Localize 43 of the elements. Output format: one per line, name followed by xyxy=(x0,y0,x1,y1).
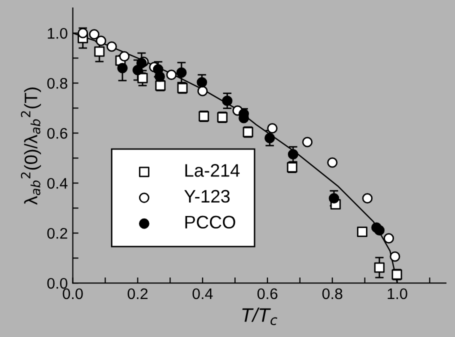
y-tick-label: 0.0 xyxy=(47,278,68,289)
point xyxy=(166,70,177,80)
y-axis-title: λ$_{ab}$$^{2}$(0)/λ$_{ab}$$^{2}$(T) xyxy=(20,88,41,205)
point xyxy=(267,123,278,134)
point xyxy=(362,193,373,204)
point xyxy=(374,225,385,236)
y-tick-label: 0.2 xyxy=(47,228,68,239)
y-tick-label: 0.4 xyxy=(47,178,68,189)
point xyxy=(89,29,100,40)
point xyxy=(327,157,338,168)
x-tick-label: 1.0 xyxy=(388,288,408,300)
point xyxy=(106,41,117,52)
y-tick-label: 1.0 xyxy=(48,28,68,39)
point xyxy=(96,36,106,46)
point xyxy=(374,262,385,273)
point xyxy=(154,71,165,82)
point xyxy=(137,72,148,84)
point xyxy=(196,77,208,88)
point xyxy=(264,132,275,144)
legend-label: PCCO xyxy=(185,216,236,229)
point xyxy=(390,251,400,262)
point xyxy=(384,233,394,244)
x-axis-title: T/T$_{c}$ xyxy=(242,308,278,326)
point xyxy=(328,193,340,204)
x-tick-label: 0.0 xyxy=(62,288,83,300)
point xyxy=(94,46,105,57)
point xyxy=(78,28,88,38)
y-tick-label: 0.6 xyxy=(47,128,68,139)
y-tick-label: 0.8 xyxy=(47,78,68,89)
point xyxy=(302,136,313,148)
point xyxy=(176,67,187,78)
point xyxy=(119,51,130,62)
point xyxy=(117,62,128,74)
x-tick-label: 0.4 xyxy=(192,288,213,300)
point xyxy=(288,149,298,160)
point xyxy=(357,226,368,238)
x-tick-label: 0.2 xyxy=(128,288,148,300)
x-tick-label: 0.8 xyxy=(322,288,342,300)
legend-label: La-214 xyxy=(185,164,240,177)
legend-label: Y-123 xyxy=(184,190,230,203)
point xyxy=(222,96,232,106)
point xyxy=(197,86,208,96)
x-tick-label: 0.6 xyxy=(257,288,278,300)
